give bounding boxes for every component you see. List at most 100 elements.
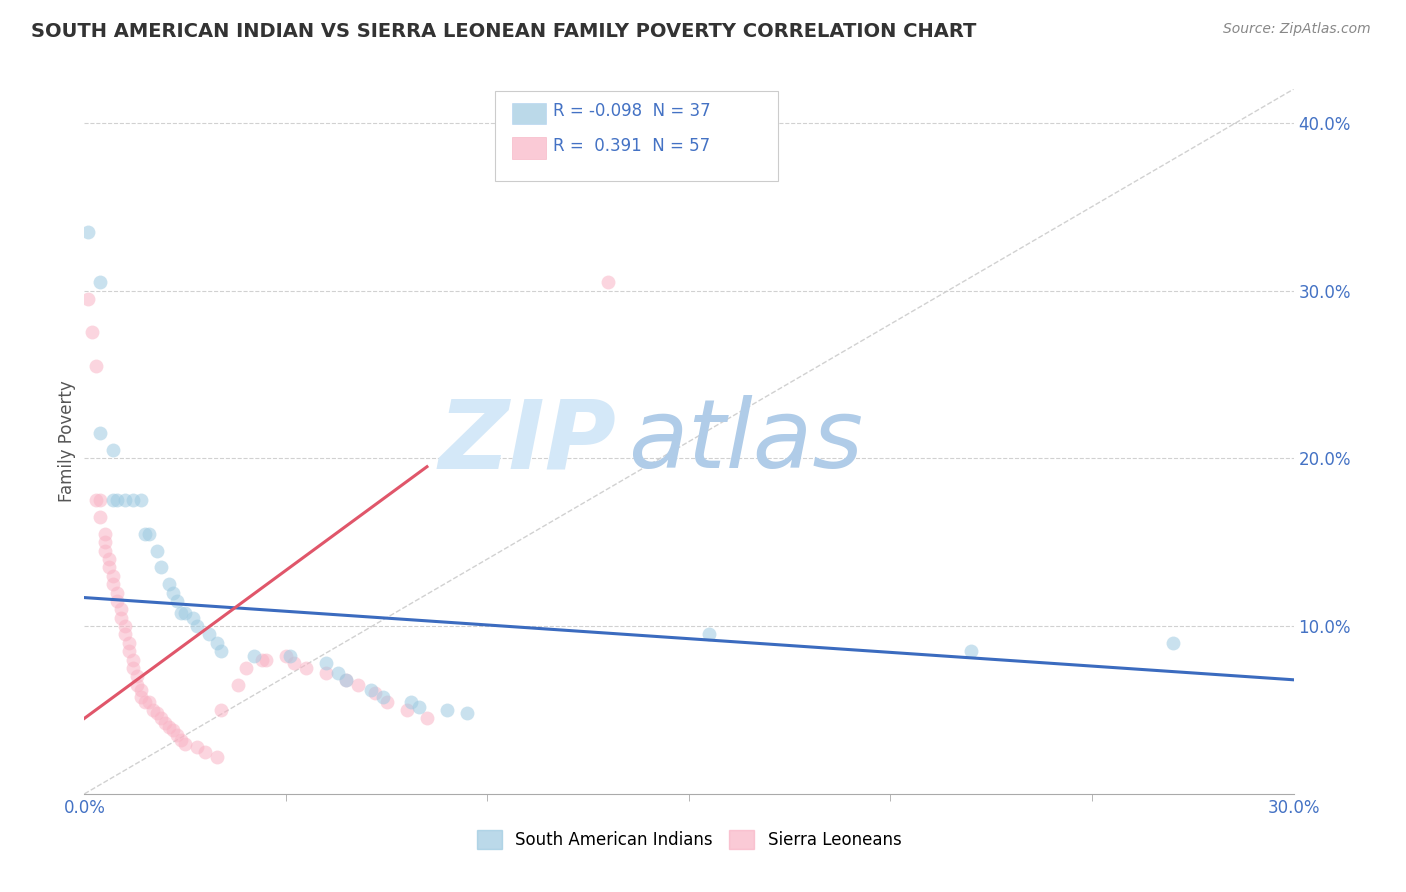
- Point: [82, 326, 104, 340]
- Point: [89, 510, 111, 524]
- Point: [93, 535, 115, 549]
- Text: SOUTH AMERICAN INDIAN VS SIERRA LEONEAN FAMILY POVERTY CORRELATION CHART: SOUTH AMERICAN INDIAN VS SIERRA LEONEAN …: [31, 22, 976, 41]
- Point: [209, 703, 232, 717]
- Point: [254, 653, 277, 667]
- Point: [328, 666, 350, 681]
- Point: [114, 493, 136, 508]
- Point: [960, 644, 983, 658]
- Point: [207, 636, 229, 650]
- Point: [146, 706, 169, 721]
- Text: Source: ZipAtlas.com: Source: ZipAtlas.com: [1223, 22, 1371, 37]
- Point: [149, 711, 172, 725]
- Point: [170, 733, 193, 747]
- Point: [142, 703, 165, 717]
- Point: [174, 737, 197, 751]
- Point: [162, 723, 184, 738]
- Point: [194, 745, 217, 759]
- Point: [283, 656, 305, 670]
- Point: [114, 619, 136, 633]
- Point: [153, 716, 176, 731]
- Point: [121, 493, 143, 508]
- Point: [408, 699, 430, 714]
- Point: [335, 673, 357, 687]
- Point: [198, 627, 221, 641]
- Text: R =  0.391  N = 57: R = 0.391 N = 57: [553, 137, 710, 155]
- Point: [105, 585, 128, 599]
- Point: [101, 568, 124, 582]
- Point: [235, 661, 257, 675]
- Point: [97, 552, 120, 566]
- Point: [598, 275, 620, 289]
- Point: [157, 577, 180, 591]
- Point: [101, 493, 124, 508]
- Point: [295, 661, 318, 675]
- Point: [89, 493, 111, 508]
- Point: [1161, 636, 1184, 650]
- Point: [436, 703, 458, 717]
- Point: [697, 627, 720, 641]
- Point: [242, 649, 264, 664]
- Legend: South American Indians, Sierra Leoneans: South American Indians, Sierra Leoneans: [470, 823, 908, 856]
- Point: [134, 526, 156, 541]
- Point: [93, 543, 115, 558]
- Point: [209, 644, 232, 658]
- Text: R = -0.098  N = 37: R = -0.098 N = 37: [553, 103, 710, 120]
- Point: [371, 690, 394, 704]
- Point: [77, 292, 100, 306]
- Point: [226, 678, 249, 692]
- Point: [162, 585, 184, 599]
- Point: [129, 682, 152, 697]
- Point: [105, 493, 128, 508]
- Point: [93, 526, 115, 541]
- Point: [149, 560, 172, 574]
- Point: [360, 682, 382, 697]
- Point: [395, 703, 418, 717]
- Point: [416, 711, 439, 725]
- Point: [77, 225, 100, 239]
- Point: [86, 493, 108, 508]
- Point: [157, 720, 180, 734]
- Point: [121, 661, 143, 675]
- Point: [89, 275, 111, 289]
- Point: [250, 653, 273, 667]
- Point: [207, 750, 229, 764]
- Point: [315, 656, 337, 670]
- Point: [121, 653, 143, 667]
- Point: [138, 695, 160, 709]
- Point: [146, 543, 169, 558]
- Point: [125, 669, 148, 683]
- Point: [335, 673, 357, 687]
- Y-axis label: Family Poverty: Family Poverty: [58, 381, 76, 502]
- Point: [166, 728, 188, 742]
- Point: [105, 594, 128, 608]
- Point: [101, 442, 124, 457]
- Point: [347, 678, 370, 692]
- Point: [181, 611, 204, 625]
- Point: [97, 560, 120, 574]
- Point: [278, 649, 301, 664]
- Point: [114, 627, 136, 641]
- Point: [456, 706, 478, 721]
- Point: [134, 695, 156, 709]
- Point: [186, 739, 208, 754]
- Point: [125, 678, 148, 692]
- Point: [110, 611, 132, 625]
- Point: [118, 644, 141, 658]
- Point: [315, 666, 337, 681]
- Point: [399, 695, 422, 709]
- Text: ZIP: ZIP: [439, 395, 616, 488]
- Point: [86, 359, 108, 373]
- Point: [101, 577, 124, 591]
- Point: [129, 690, 152, 704]
- Text: atlas: atlas: [628, 395, 863, 488]
- Point: [110, 602, 132, 616]
- Point: [375, 695, 398, 709]
- Point: [129, 493, 152, 508]
- Point: [170, 606, 193, 620]
- Point: [138, 526, 160, 541]
- Point: [89, 426, 111, 441]
- Point: [174, 606, 197, 620]
- Point: [118, 636, 141, 650]
- Point: [363, 686, 385, 700]
- Point: [274, 649, 297, 664]
